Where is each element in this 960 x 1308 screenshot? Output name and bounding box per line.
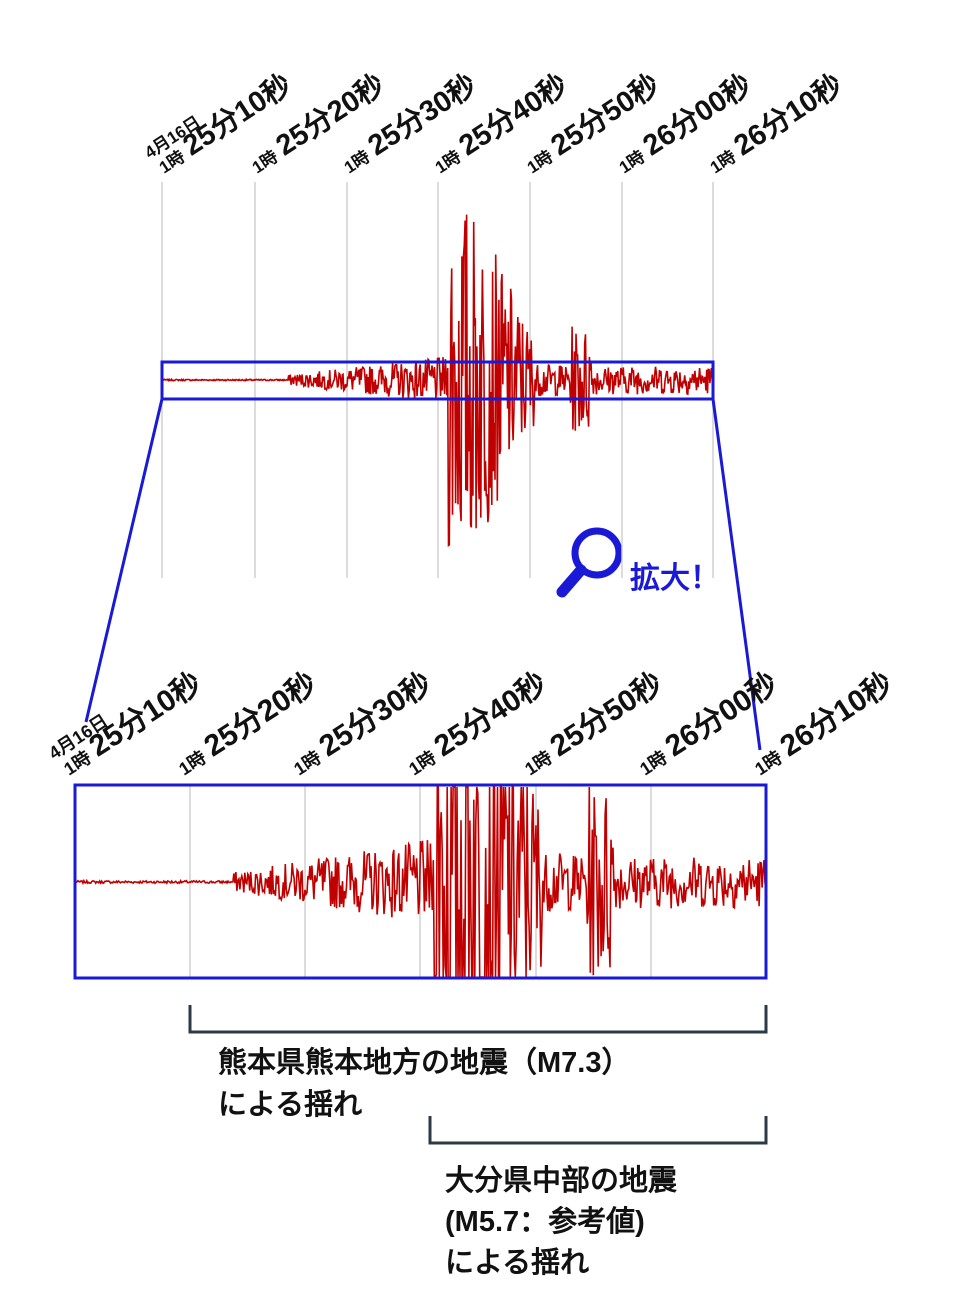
bracket [428, 1116, 768, 1145]
hour-label: 1時 [706, 146, 739, 177]
hour-label: 1時 [523, 146, 556, 177]
bracket-label: による揺れ [218, 1088, 362, 1121]
bracket-label: 熊本県熊本地方の地震（M7.3） [218, 1045, 630, 1079]
waveform [74, 786, 767, 978]
zoom-box [73, 783, 768, 980]
hour-label: 1時 [405, 747, 439, 779]
bracket-label: 大分県中部の地震 [445, 1163, 678, 1197]
bracket-label: (M5.7：参考値) [445, 1204, 645, 1238]
hour-label: 1時 [636, 747, 670, 779]
hour-label: 1時 [521, 747, 555, 779]
waveform [161, 214, 714, 547]
hour-label: 1時 [175, 747, 209, 779]
bracket [188, 1005, 768, 1034]
time-label-text: 25分30秒 [314, 667, 438, 764]
magnifier-icon [556, 527, 623, 598]
zoom-box [160, 360, 715, 401]
hour-label: 1時 [290, 747, 324, 779]
hour-label: 1時 [340, 146, 373, 177]
zoom-label: 拡大！ [630, 562, 720, 595]
time-label-text: 26分10秒 [775, 667, 899, 764]
time-label-text: 25分40秒 [429, 667, 553, 764]
time-label-text: 25分20秒 [199, 667, 323, 764]
hour-label: 1時 [248, 146, 281, 177]
time-label-text: 25分50秒 [545, 667, 669, 764]
zoom-connector [84, 398, 164, 723]
zoom-connector [711, 398, 762, 751]
hour-label: 1時 [615, 146, 648, 177]
time-label-text: 26分00秒 [660, 667, 784, 764]
hour-label: 1時 [431, 146, 464, 177]
bracket-label: による揺れ [445, 1246, 589, 1279]
hour-label: 1時 [751, 747, 785, 779]
